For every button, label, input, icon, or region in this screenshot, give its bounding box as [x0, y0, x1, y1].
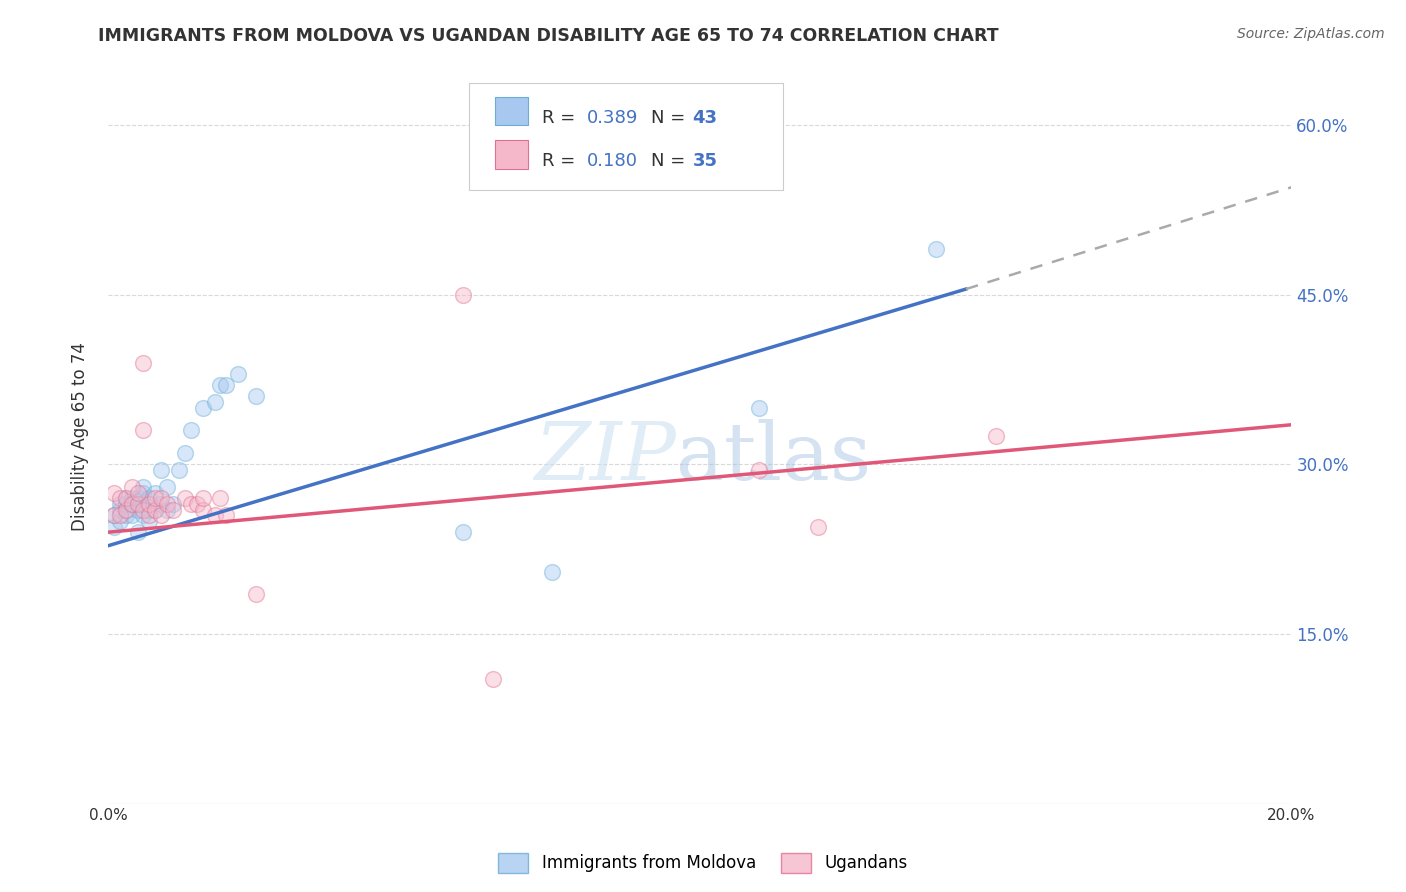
FancyBboxPatch shape [470, 83, 783, 190]
Point [138, 514, 160, 528]
Point [167, 463, 190, 477]
Point [180, 497, 202, 511]
Point [174, 491, 197, 506]
Text: N =: N = [651, 153, 692, 170]
Point [204, 395, 226, 409]
Point [114, 491, 136, 506]
Point [132, 480, 155, 494]
Point [108, 502, 131, 516]
Legend: Immigrants from Moldova, Ugandans: Immigrants from Moldova, Ugandans [492, 847, 914, 880]
Text: IMMIGRANTS FROM MOLDOVA VS UGANDAN DISABILITY AGE 65 TO 74 CORRELATION CHART: IMMIGRANTS FROM MOLDOVA VS UGANDAN DISAB… [98, 27, 1000, 45]
Point [138, 508, 160, 523]
Text: 0.389: 0.389 [588, 109, 638, 128]
Point [143, 485, 166, 500]
Point [143, 502, 166, 516]
Point [108, 508, 131, 523]
Point [127, 497, 149, 511]
Point [121, 480, 143, 494]
Text: R =: R = [543, 153, 581, 170]
Point [132, 485, 155, 500]
Point [150, 491, 173, 506]
Point [451, 287, 474, 301]
Point [132, 497, 155, 511]
Text: atlas: atlas [676, 419, 872, 497]
Point [162, 497, 184, 511]
Text: 35: 35 [693, 153, 717, 170]
Point [540, 565, 562, 579]
Text: Source: ZipAtlas.com: Source: ZipAtlas.com [1237, 27, 1385, 41]
Point [127, 485, 149, 500]
Point [481, 672, 503, 686]
Point [150, 508, 173, 523]
Point [138, 491, 160, 506]
Point [114, 508, 136, 523]
Point [215, 378, 238, 392]
Text: R =: R = [543, 109, 581, 128]
Point [186, 497, 208, 511]
Point [121, 491, 143, 506]
Point [204, 508, 226, 523]
Point [807, 519, 830, 533]
Point [121, 497, 143, 511]
Point [138, 497, 160, 511]
Point [451, 525, 474, 540]
Point [108, 497, 131, 511]
Point [191, 401, 214, 415]
Point [103, 485, 125, 500]
Point [162, 502, 184, 516]
Point [748, 463, 770, 477]
Point [156, 497, 179, 511]
Point [121, 497, 143, 511]
Point [103, 508, 125, 523]
Point [127, 502, 149, 516]
Y-axis label: Disability Age 65 to 74: Disability Age 65 to 74 [72, 342, 89, 531]
Point [226, 367, 249, 381]
Point [209, 491, 232, 506]
Point [121, 508, 143, 523]
Text: 0.180: 0.180 [588, 153, 638, 170]
Point [174, 446, 197, 460]
Point [114, 502, 136, 516]
Point [108, 514, 131, 528]
Point [114, 497, 136, 511]
Text: ZIP: ZIP [534, 419, 676, 497]
Point [191, 491, 214, 506]
Point [127, 491, 149, 506]
Point [984, 429, 1007, 443]
Point [103, 519, 125, 533]
Point [180, 424, 202, 438]
Point [245, 389, 267, 403]
Point [215, 508, 238, 523]
FancyBboxPatch shape [495, 96, 529, 126]
Point [748, 401, 770, 415]
Point [114, 491, 136, 506]
Text: 43: 43 [693, 109, 717, 128]
Point [127, 525, 149, 540]
Point [143, 502, 166, 516]
Point [245, 587, 267, 601]
Point [925, 243, 948, 257]
Point [108, 491, 131, 506]
FancyBboxPatch shape [495, 140, 529, 169]
Point [132, 502, 155, 516]
Point [191, 502, 214, 516]
Point [156, 480, 179, 494]
Point [132, 508, 155, 523]
Point [156, 502, 179, 516]
Point [150, 463, 173, 477]
Point [132, 424, 155, 438]
Point [103, 508, 125, 523]
Point [132, 355, 155, 369]
Point [209, 378, 232, 392]
Point [143, 491, 166, 506]
Point [138, 502, 160, 516]
Text: N =: N = [651, 109, 692, 128]
Point [150, 497, 173, 511]
Point [114, 502, 136, 516]
Point [127, 497, 149, 511]
